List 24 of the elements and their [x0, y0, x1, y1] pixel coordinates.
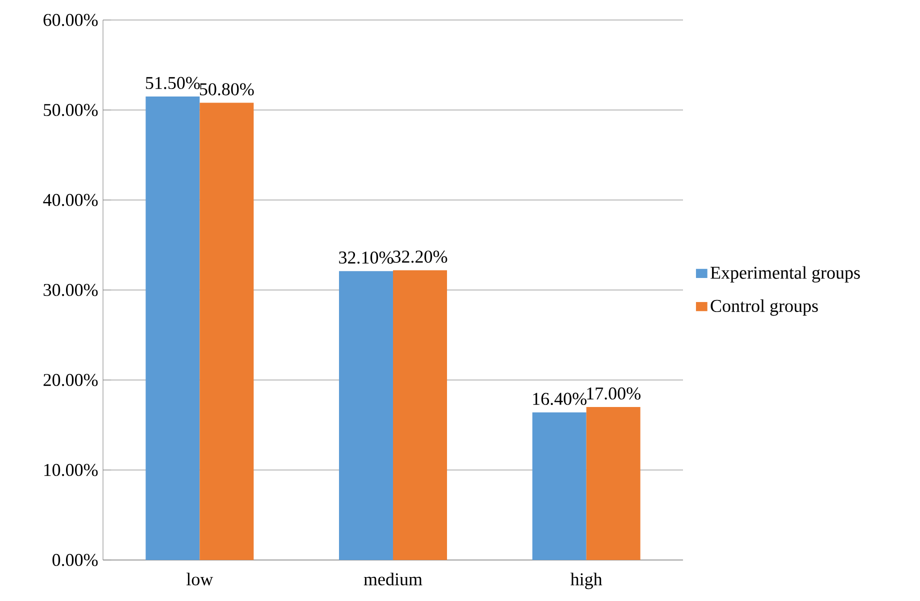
data-label: 51.50% — [146, 76, 200, 90]
bar — [393, 270, 448, 560]
data-label: 50.80% — [200, 83, 254, 96]
data-label: 16.40% — [533, 392, 586, 406]
bar — [586, 407, 640, 560]
y-tick-label: 50.00% — [44, 104, 98, 116]
bar — [146, 96, 200, 560]
data-label: 32.10% — [339, 251, 394, 264]
y-tick-label: 60.00% — [44, 14, 98, 26]
legend-label: Experimental groups — [710, 266, 860, 283]
bar — [532, 412, 586, 560]
y-tick-label: 40.00% — [43, 194, 98, 206]
data-label: 32.20% — [393, 250, 448, 263]
y-tick-label: 30.00% — [44, 284, 98, 296]
y-tick-label: 20.00% — [44, 374, 98, 386]
legend-label: Control groups — [710, 299, 818, 316]
x-tick-label: high — [570, 572, 602, 590]
bar — [200, 102, 254, 560]
y-tick-label: 10.00% — [44, 464, 98, 476]
y-tick-label: 0.00% — [52, 554, 98, 566]
data-label: 17.00% — [587, 387, 640, 400]
x-tick-label: medium — [364, 572, 422, 586]
bar — [339, 271, 394, 560]
x-tick-label: low — [186, 572, 214, 586]
